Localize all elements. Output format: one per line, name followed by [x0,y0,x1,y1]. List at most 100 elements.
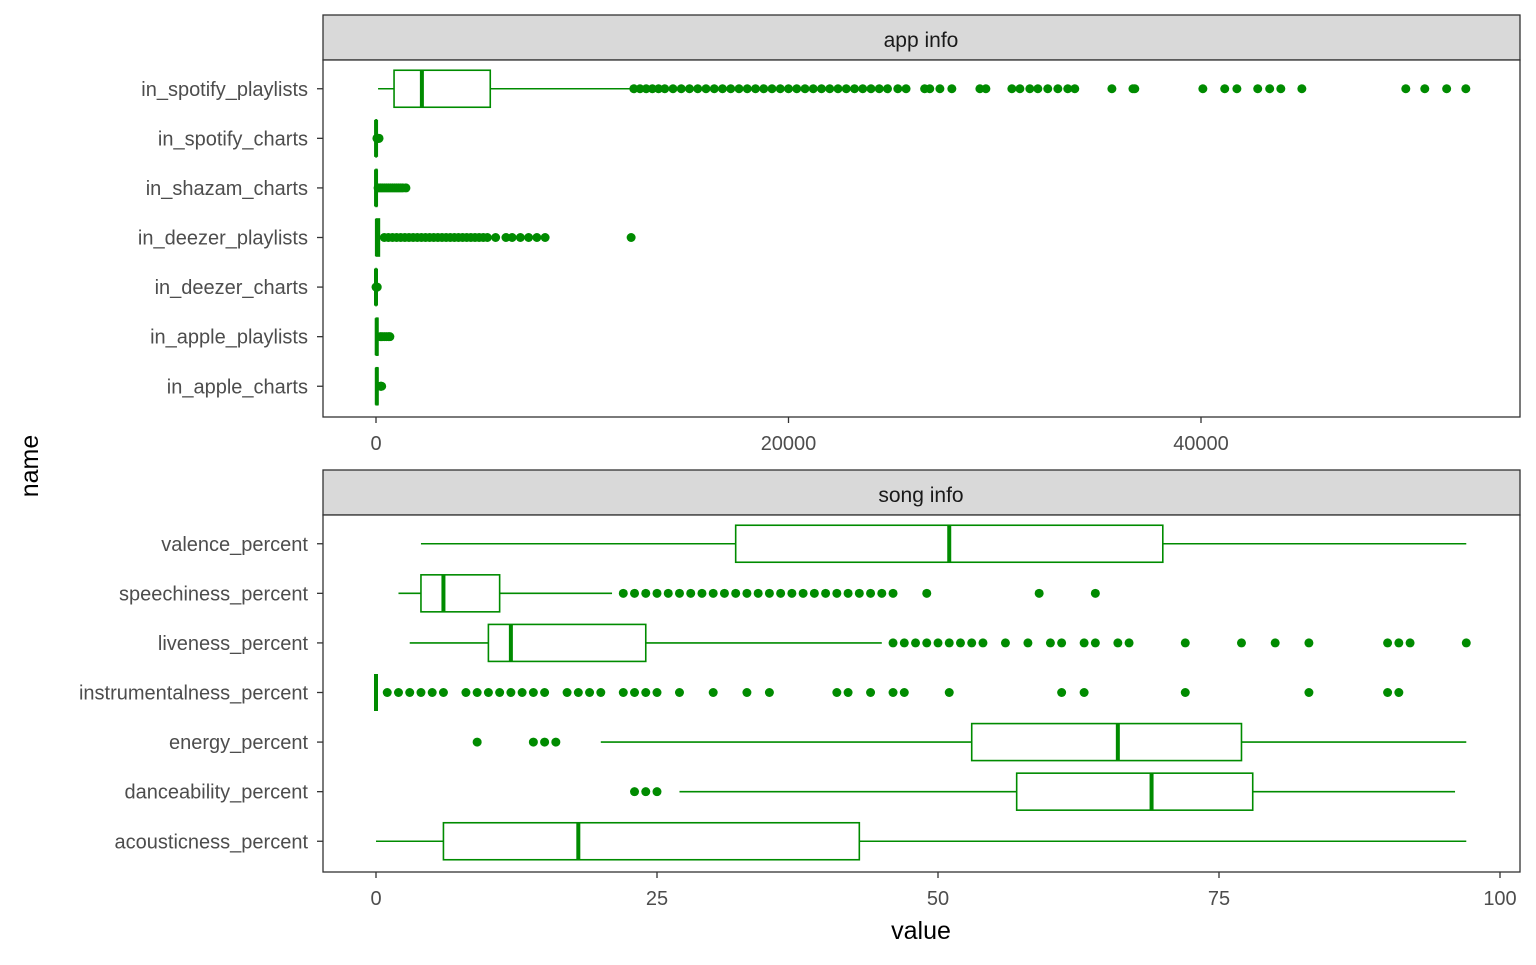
outlier-point [742,589,751,598]
outlier-point [735,84,744,93]
outlier-point [855,589,864,598]
outlier-point [718,84,727,93]
outlier-point [844,688,853,697]
outlier-point [416,688,425,697]
outlier-point [506,688,515,697]
outlier-point [801,84,810,93]
outlier-point [377,382,386,391]
x-tick-label: 0 [370,888,381,910]
box [421,575,500,612]
outlier-point [925,84,934,93]
outlier-point [1057,688,1066,697]
y-tick-label: liveness_percent [158,633,309,655]
outlier-point [1198,84,1207,93]
outlier-point [726,84,735,93]
y-tick-label: in_apple_playlists [150,327,308,349]
outlier-point [866,688,875,697]
y-tick-label: danceability_percent [125,782,309,804]
outlier-point [945,638,954,647]
box [443,823,859,860]
outlier-point [1015,84,1024,93]
y-tick-label: valence_percent [161,534,308,556]
outlier-point [834,84,843,93]
outlier-point [731,589,740,598]
facet-song-info: song info [323,470,1520,872]
outlier-point [1007,84,1016,93]
outlier-point [383,688,392,697]
outlier-point [866,589,875,598]
x-axis-title: value [891,917,951,945]
outlier-point [1383,638,1392,647]
outlier-point [900,688,909,697]
outlier-point [473,738,482,747]
outlier-point [375,134,384,143]
outlier-point [516,233,525,242]
outlier-point [935,84,944,93]
outlier-point [817,84,826,93]
outlier-point [1080,688,1089,697]
y-tick-label: in_spotify_charts [158,128,308,150]
y-tick-label: acousticness_percent [115,831,309,853]
facet-app-info: app info [323,15,1520,417]
y-tick-label: in_shazam_charts [146,178,308,200]
outlier-point [702,84,711,93]
outlier-point [889,589,898,598]
outlier-point [524,233,533,242]
outlier-point [495,688,504,697]
outlier-point [900,638,909,647]
outlier-point [889,688,898,697]
outlier-point [867,84,876,93]
outlier-point [675,589,684,598]
outlier-point [742,688,751,697]
x-tick-label: 50 [927,888,949,910]
y-tick-label: in_spotify_playlists [141,79,308,101]
outlier-point [922,589,931,598]
strip-label: app info [884,29,959,52]
outlier-point [439,688,448,697]
outlier-point [540,738,549,747]
outlier-point [385,332,394,341]
outlier-point [844,589,853,598]
outlier-point [1383,688,1392,697]
box [394,70,490,107]
outlier-point [1401,84,1410,93]
outlier-point [751,84,760,93]
outlier-point [532,233,541,242]
outlier-point [1053,84,1062,93]
outlier-point [483,233,492,242]
outlier-point [1070,84,1079,93]
outlier-point [720,589,729,598]
outlier-point [883,84,892,93]
outlier-point [1271,638,1280,647]
box [1017,773,1253,810]
outlier-point [529,688,538,697]
outlier-point [981,84,990,93]
outlier-point [967,638,976,647]
outlier-point [1442,84,1451,93]
outlier-point [551,738,560,747]
outlier-point [1043,84,1052,93]
outlier-point [858,84,867,93]
outlier-point [1023,638,1032,647]
outlier-point [1046,638,1055,647]
outlier-point [630,688,639,697]
outlier-point [405,688,414,697]
outlier-point [947,84,956,93]
outlier-point [630,787,639,796]
outlier-point [585,688,594,697]
outlier-point [945,688,954,697]
x-tick-label: 75 [1208,888,1230,910]
outlier-point [693,84,702,93]
outlier-point [653,688,662,697]
outlier-point [574,688,583,697]
outlier-point [428,688,437,697]
y-tick-label: in_deezer_playlists [138,228,308,250]
outlier-point [832,589,841,598]
outlier-point [373,283,382,292]
outlier-point [401,183,410,192]
outlier-point [902,84,911,93]
outlier-point [529,738,538,747]
outlier-point [1297,84,1306,93]
outlier-point [1253,84,1262,93]
outlier-point [641,589,650,598]
